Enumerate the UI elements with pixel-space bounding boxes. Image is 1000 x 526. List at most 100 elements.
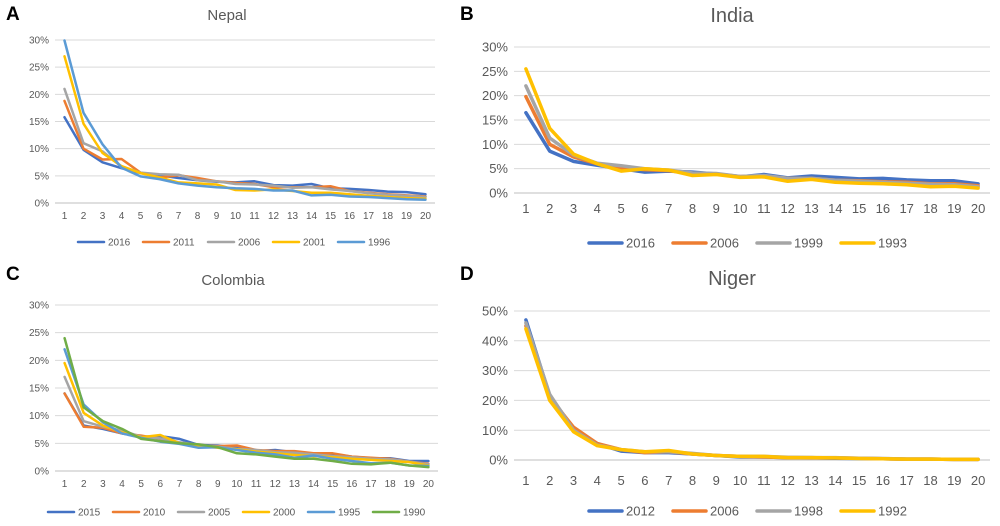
y-tick-label: 10%	[29, 144, 49, 155]
legend-label: 2006	[710, 236, 739, 251]
series-line-1996	[63, 39, 427, 201]
x-tick-label: 11	[249, 211, 260, 222]
x-tick-label: 18	[923, 201, 937, 216]
x-tick-label: 18	[923, 473, 937, 488]
x-tick-label: 3	[570, 473, 577, 488]
x-tick-label: 15	[852, 473, 866, 488]
x-tick-label: 10	[230, 211, 242, 222]
x-tick-label: 6	[641, 201, 648, 216]
y-tick-label: 10%	[482, 137, 508, 152]
y-tick-label: 40%	[482, 333, 508, 348]
x-tick-label: 15	[327, 479, 339, 490]
x-tick-label: 20	[420, 211, 432, 222]
legend-label: 1998	[794, 504, 823, 519]
x-tick-label: 14	[828, 201, 842, 216]
x-tick-label: 8	[689, 201, 696, 216]
y-tick-label: 30%	[29, 301, 49, 312]
x-tick-label: 3	[100, 479, 106, 490]
y-tick-label: 25%	[29, 63, 49, 74]
x-tick-label: 17	[365, 479, 377, 490]
x-tick-label: 3	[100, 211, 106, 222]
x-tick-label: 2	[546, 473, 553, 488]
legend-label: 2001	[303, 238, 326, 249]
x-tick-label: 1	[522, 473, 529, 488]
x-tick-label: 8	[196, 479, 202, 490]
series-line-1999	[524, 84, 980, 189]
x-tick-label: 5	[617, 201, 624, 216]
x-tick-label: 6	[158, 479, 164, 490]
x-tick-label: 19	[401, 211, 413, 222]
x-tick-label: 8	[689, 473, 696, 488]
x-tick-label: 13	[287, 211, 299, 222]
x-tick-label: 19	[404, 479, 416, 490]
chart-title: Niger	[708, 268, 756, 290]
x-tick-label: 11	[251, 479, 262, 490]
legend-label: 1999	[794, 236, 823, 251]
x-tick-label: 3	[570, 201, 577, 216]
y-tick-label: 5%	[35, 439, 50, 450]
legend-label: 2000	[273, 508, 296, 519]
x-tick-label: 6	[641, 473, 648, 488]
y-tick-label: 15%	[29, 384, 49, 395]
x-tick-label: 2	[81, 479, 87, 490]
legend-label: 1992	[878, 504, 907, 519]
panel-letter: B	[460, 4, 474, 25]
y-tick-label: 0%	[489, 453, 508, 468]
legend-label: 2010	[143, 508, 166, 519]
y-tick-label: 10%	[482, 423, 508, 438]
series-line-2006	[524, 94, 980, 188]
legend-label: 2016	[108, 238, 131, 249]
y-tick-label: 25%	[29, 328, 49, 339]
x-tick-label: 15	[852, 201, 866, 216]
y-tick-label: 30%	[482, 363, 508, 378]
legend-label: 2005	[208, 508, 231, 519]
x-tick-label: 12	[268, 211, 280, 222]
x-tick-label: 2	[546, 201, 553, 216]
x-tick-label: 18	[385, 479, 397, 490]
x-tick-label: 14	[308, 479, 320, 490]
x-tick-label: 16	[876, 473, 890, 488]
x-tick-label: 4	[594, 201, 601, 216]
x-tick-label: 9	[713, 473, 720, 488]
x-tick-label: 4	[594, 473, 601, 488]
x-tick-label: 13	[804, 473, 818, 488]
series-line-1998	[524, 321, 980, 462]
chart-title: Colombia	[201, 272, 265, 289]
y-tick-label: 20%	[29, 356, 49, 367]
x-tick-label: 1	[522, 201, 529, 216]
x-tick-label: 11	[757, 201, 771, 216]
x-tick-label: 7	[176, 211, 182, 222]
y-tick-label: 20%	[482, 393, 508, 408]
x-tick-label: 19	[947, 201, 961, 216]
legend-label: 2016	[626, 236, 655, 251]
legend-label: 2012	[626, 504, 655, 519]
y-tick-label: 0%	[35, 199, 50, 210]
legend-label: 1996	[368, 238, 391, 249]
x-tick-label: 7	[665, 473, 672, 488]
chart-title: India	[710, 5, 754, 27]
y-tick-label: 50%	[482, 304, 508, 319]
legend-label: 2006	[710, 504, 739, 519]
y-tick-label: 30%	[482, 40, 508, 55]
x-tick-label: 5	[138, 211, 144, 222]
chart-title: Nepal	[207, 7, 246, 24]
x-tick-label: 20	[971, 201, 985, 216]
series-line-2016	[524, 110, 980, 186]
panel-b: B India 0% 5% 10% 15% 20% 25% 30% 1 2 3 4 5 6 7 8 9 10 11 1…	[455, 0, 1000, 260]
x-tick-label: 9	[713, 201, 720, 216]
x-tick-label: 1	[62, 479, 68, 490]
legend-label: 2015	[78, 508, 101, 519]
x-tick-label: 19	[947, 473, 961, 488]
legend-label: 1990	[403, 508, 426, 519]
y-tick-label: 15%	[482, 113, 508, 128]
x-tick-label: 5	[617, 473, 624, 488]
legend-label: 1995	[338, 508, 361, 519]
x-tick-label: 20	[971, 473, 985, 488]
x-tick-label: 7	[665, 201, 672, 216]
legend-label: 2011	[173, 238, 195, 249]
x-tick-label: 18	[382, 211, 394, 222]
series-line-2006	[524, 324, 980, 462]
